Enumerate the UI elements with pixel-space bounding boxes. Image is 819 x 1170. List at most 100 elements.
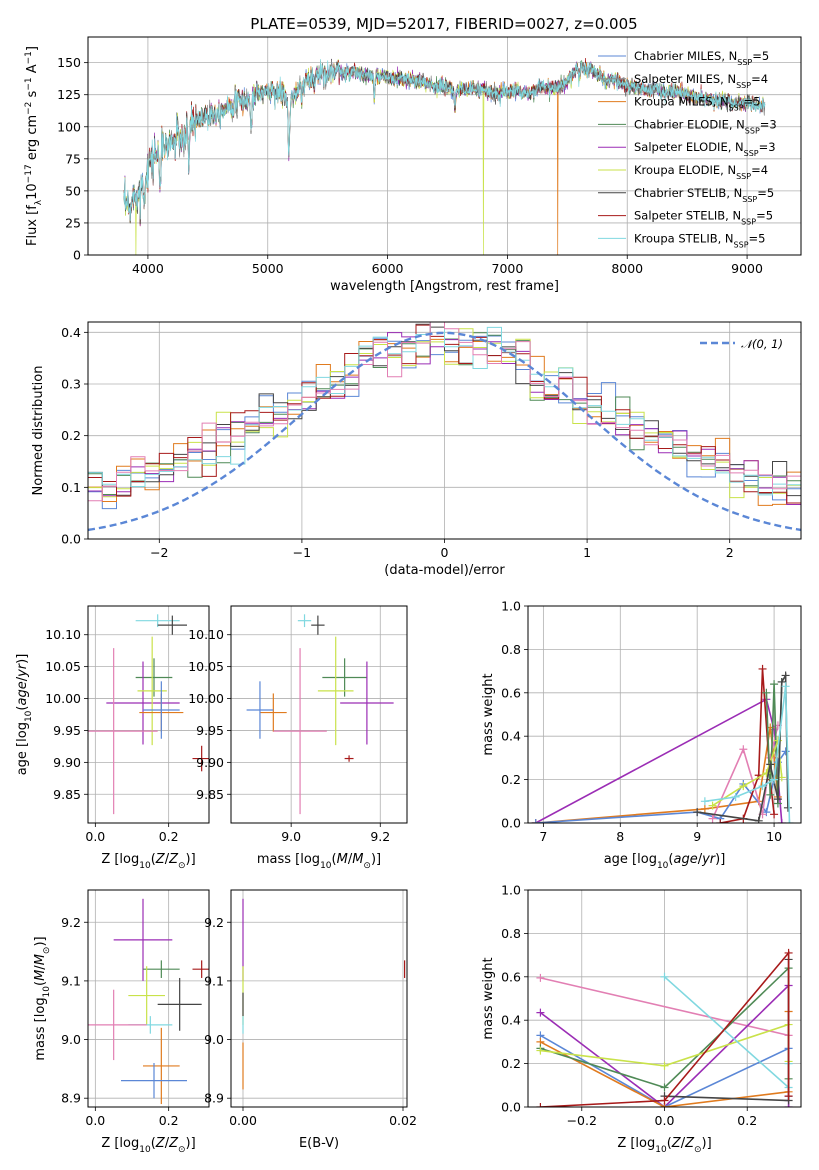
weight-marker xyxy=(770,680,779,689)
y-tick-label: 0.4 xyxy=(501,729,521,744)
y-axis-label: mass weight xyxy=(481,673,496,755)
panel-spectrum: 4000 5000 6000 7000 8000 9000 0 25 50 75 100 125 150… xyxy=(24,36,802,294)
y-tick-label: 0.4 xyxy=(501,1013,521,1028)
errorbar-point xyxy=(157,615,187,635)
figure-title: PLATE=0539, MJD=52017, FIBERID=0027, z=0… xyxy=(250,15,637,33)
axes-frame xyxy=(87,36,802,256)
weight-marker xyxy=(536,1008,545,1017)
x-tick-label: 9.0 xyxy=(281,829,301,844)
x-tick-label: 0.0 xyxy=(85,829,105,844)
y-tick-label: 0.0 xyxy=(501,1100,521,1115)
y-tick-label: 0.3 xyxy=(61,377,81,392)
plot-area xyxy=(528,890,801,1107)
errorbar-point xyxy=(137,636,167,746)
histogram-pink xyxy=(88,322,801,539)
x-tick-label: 0.02 xyxy=(389,1113,417,1128)
x-axis-label: age [log10(age/yr)] xyxy=(604,852,726,871)
y-tick-label: 0.8 xyxy=(501,642,521,657)
errorbar-point xyxy=(143,1027,180,1105)
errorbar-point xyxy=(143,960,180,978)
x-tick-label: 0.2 xyxy=(737,1113,757,1128)
y-tick-label: 10.10 xyxy=(45,627,81,642)
errorbar-point xyxy=(297,614,312,628)
errorbar-point xyxy=(192,745,209,772)
x-tick-label: 8000 xyxy=(611,261,643,276)
weight-marker xyxy=(660,1061,669,1070)
weight-marker xyxy=(660,1083,669,1092)
legend-entry: Salpeter STELIB, NSSP=5 xyxy=(634,209,773,227)
x-tick-label: 0.00 xyxy=(229,1113,257,1128)
weight-marker xyxy=(766,790,775,799)
y-axis-label: Normed distribution xyxy=(31,366,46,496)
axes-frame xyxy=(87,321,802,540)
x-tick-label: 0 xyxy=(441,545,449,560)
weight-marker xyxy=(781,682,790,691)
weight-series xyxy=(540,950,790,1107)
x-tick-label: 8 xyxy=(616,829,624,844)
y-tick-label: 25 xyxy=(65,215,81,230)
y-tick-label: 10.00 xyxy=(45,691,81,706)
y-tick-label: 0.0 xyxy=(501,816,521,831)
x-tick-label: −1 xyxy=(293,545,311,560)
y-axis-label: Flux [fλ10−17 erg cm−2 s−1 A−1] xyxy=(24,46,44,246)
weight-marker xyxy=(773,795,782,804)
y-axis-label: age [log10(age/yr)] xyxy=(15,654,34,776)
y-tick-label: 10.05 xyxy=(45,659,81,674)
x-tick-label: 9.2 xyxy=(370,829,390,844)
errorbar-point xyxy=(344,755,354,762)
y-tick-label: 125 xyxy=(57,87,81,102)
weight-marker xyxy=(781,671,790,680)
y-tick-label: 0.8 xyxy=(501,926,521,941)
panel-age-vs-Z: 0.0 0.2 9.85 9.90 9.95 10.00 10.05 10.10 Z [log1… xyxy=(15,605,210,871)
weight-marker xyxy=(784,1092,793,1101)
errorbar-point xyxy=(311,615,325,635)
spectrum-line-kroupa-stelib xyxy=(123,59,766,221)
axes-frame xyxy=(527,889,802,1108)
y-tick-label: 0.0 xyxy=(61,532,81,547)
weight-marker xyxy=(777,677,786,686)
errorbar-point xyxy=(246,681,274,739)
y-tick-label: 9.90 xyxy=(196,755,224,770)
axes-frame xyxy=(87,605,210,824)
y-tick-label: 10.00 xyxy=(188,691,224,706)
y-tick-label: 9.0 xyxy=(61,1032,81,1047)
weight-marker xyxy=(700,804,709,813)
legend-entry: Kroupa STELIB, NSSP=5 xyxy=(634,231,765,249)
histogram-kroupa-stelib xyxy=(88,322,801,539)
y-tick-label: 8.9 xyxy=(61,1091,81,1106)
weight-marker xyxy=(708,814,717,823)
y-tick-label: 75 xyxy=(65,151,81,166)
weight-marker xyxy=(739,782,748,791)
y-axis-label: mass [log10(M/M⊙)] xyxy=(33,936,52,1060)
x-tick-label: 9000 xyxy=(731,261,763,276)
errorbar-point xyxy=(88,989,147,1061)
errorbar-point xyxy=(88,648,158,815)
errorbar-point xyxy=(340,661,394,745)
weight-series xyxy=(663,976,790,1090)
x-axis-label: E(B-V) xyxy=(299,1136,339,1151)
y-tick-label: 50 xyxy=(65,183,81,198)
y-tick-label: 9.2 xyxy=(61,915,81,930)
x-tick-label: 0.0 xyxy=(85,1113,105,1128)
plot-area xyxy=(231,890,407,1107)
panel-weight-vs-age: 7 8 9 10 0.0 0.2 0.4 0.6 0.8 1.0 age [log10(age/yr… xyxy=(481,599,802,871)
legend-entry: Salpeter MILES, NSSP=4 xyxy=(634,72,768,90)
errorbar-point xyxy=(128,966,165,1025)
errorbar-point xyxy=(259,693,287,732)
legend-entry: Kroupa ELODIE, NSSP=4 xyxy=(634,163,768,181)
y-tick-label: 8.9 xyxy=(204,1091,224,1106)
x-axis-label: Z [log10(Z/Z⊙)] xyxy=(101,1136,195,1155)
plot-area xyxy=(528,606,801,823)
plot-area xyxy=(88,606,209,823)
axes-frame xyxy=(230,605,408,824)
weight-marker xyxy=(700,797,709,806)
errorbar-point xyxy=(121,1063,187,1099)
x-tick-label: 9 xyxy=(693,829,701,844)
x-axis-label: Z [log10(Z/Z⊙)] xyxy=(617,1136,711,1155)
axes-frame xyxy=(87,889,210,1108)
y-tick-label: 9.85 xyxy=(196,787,224,802)
axes-frame xyxy=(230,889,408,1108)
weight-marker xyxy=(781,747,790,756)
weight-marker xyxy=(531,819,540,823)
